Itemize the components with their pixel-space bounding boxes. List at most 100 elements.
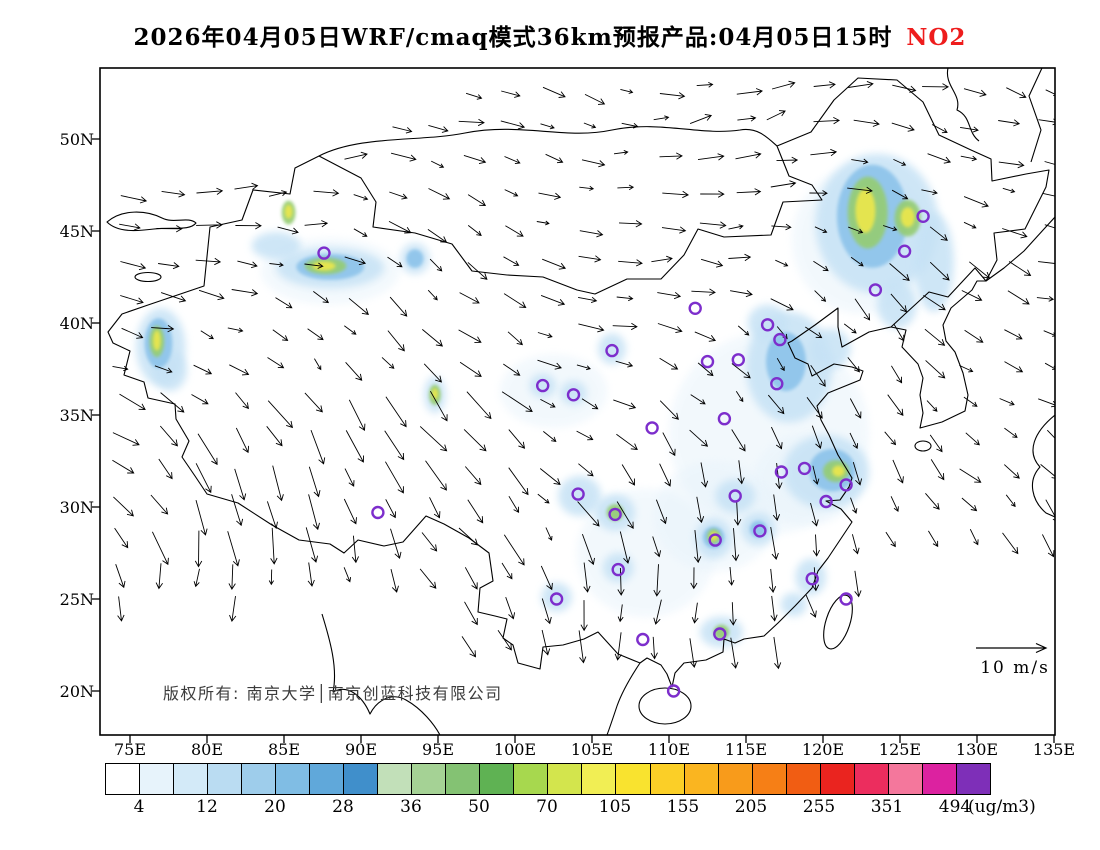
city-marker (608, 507, 622, 522)
colorbar-tick-label: 105 (598, 797, 632, 817)
colorbar-cell (786, 764, 821, 794)
city-marker (611, 562, 625, 577)
colorbar-cell (650, 764, 685, 794)
colorbar-cell (888, 764, 923, 794)
lon-tick-label: 115E (724, 740, 768, 759)
lake-balkhash (106, 211, 197, 232)
colorbar-cell (446, 764, 481, 794)
colorbar-cell (548, 764, 583, 794)
city-marker (549, 592, 564, 606)
no2-plume (284, 204, 293, 219)
lon-tick-label: 125E (878, 740, 922, 759)
lat-tick-label: 50N (59, 130, 94, 149)
lat-tick-label: 35N (59, 406, 94, 425)
coastline-japan (1031, 414, 1055, 518)
no2-plume (747, 304, 788, 342)
coastline-korea (890, 280, 986, 429)
city-marker (717, 412, 732, 426)
city-markers (317, 209, 930, 698)
colorbar-tick-label: 50 (468, 797, 490, 817)
city-marker (868, 283, 883, 297)
city-marker (728, 489, 742, 503)
lon-tick-label: 85E (267, 740, 301, 759)
colorbar-cell (412, 764, 447, 794)
wind-scale-label: 10 m/s (980, 658, 1050, 678)
no2-plume (780, 592, 807, 617)
island-hainan (638, 687, 692, 725)
lat-tick-label: 40N (59, 314, 94, 333)
colorbar-cell (582, 764, 617, 794)
colorbar-tick-label: 70 (536, 797, 558, 817)
colorbar-cell (514, 764, 549, 794)
axis-ticks (92, 138, 1055, 743)
city-marker (773, 332, 787, 347)
city-marker (805, 572, 819, 586)
city-marker (713, 627, 727, 641)
island-jeju (914, 440, 932, 452)
city-marker (916, 209, 930, 224)
lon-tick-label: 90E (344, 740, 378, 759)
lon-tick-label: 135E (1032, 740, 1076, 759)
city-marker (317, 246, 331, 260)
colorbar-tick-label: 36 (400, 797, 422, 817)
no2-plume (832, 465, 845, 477)
city-marker (797, 461, 812, 476)
colorbar-unit-label: (ug/m3) (968, 797, 1036, 817)
colorbar-tick-label: 205 (734, 797, 768, 817)
city-marker (897, 244, 912, 258)
city-marker (774, 465, 789, 479)
colorbar-tick-label: 494 (938, 797, 972, 817)
wind-vector-glyphs (112, 80, 1055, 670)
copyright-text: 版权所有: 南京大学│南京创蓝科技有限公司 (163, 684, 503, 703)
lon-tick-label: 75E (113, 740, 147, 759)
colorbar-cell (718, 764, 753, 794)
lat-tick-label: 25N (59, 590, 94, 609)
concentration-shading (136, 153, 954, 648)
colorbar-cell (378, 764, 413, 794)
city-marker (371, 505, 385, 520)
coastline-primorye (985, 216, 1055, 282)
city-marker (636, 632, 650, 647)
city-marker (700, 354, 715, 369)
lon-tick-label: 120E (801, 740, 845, 759)
colorbar-cell (684, 764, 719, 794)
no2-plume (251, 231, 301, 260)
colorbar-cell (276, 764, 311, 794)
coastline-sakhalin (1028, 68, 1043, 163)
colorbar-tick-label: 255 (802, 797, 836, 817)
lon-tick-label: 80E (190, 740, 224, 759)
lat-tick-label: 30N (59, 498, 94, 517)
colorbar-cell (956, 764, 990, 794)
city-marker (666, 684, 681, 698)
colorbar-cell (616, 764, 651, 794)
colorbar-cell (174, 764, 209, 794)
no2-plume (558, 475, 602, 517)
colorbar-tick-label: 28 (332, 797, 354, 817)
page-title: 2026年04月05日WRF/cmaq模式36km预报产品:04月05日15时 N… (0, 18, 1100, 52)
city-marker (605, 343, 619, 358)
lat-tick-label: 20N (59, 682, 94, 701)
colorbar-cell (922, 764, 957, 794)
colorbar-cell (752, 764, 787, 794)
no2-plume (541, 582, 572, 612)
no2-plume (602, 553, 634, 583)
colorbar-cell (820, 764, 855, 794)
colorbar-cell (854, 764, 889, 794)
no2-plume (312, 261, 336, 271)
city-marker (839, 478, 853, 492)
no2-plume (153, 330, 161, 351)
city-marker (839, 592, 853, 606)
border-mongolia-russia (318, 126, 778, 157)
no2-plume (431, 388, 438, 400)
map-frame (99, 67, 1056, 736)
city-marker (753, 524, 767, 538)
island-taiwan (823, 594, 853, 650)
colorbar-tick-label: 4 (133, 797, 145, 817)
colorbar-tick-label: 155 (666, 797, 700, 817)
colorbar (105, 763, 991, 795)
lon-tick-label: 110E (647, 740, 691, 759)
city-marker (566, 388, 581, 402)
city-marker (760, 318, 775, 332)
